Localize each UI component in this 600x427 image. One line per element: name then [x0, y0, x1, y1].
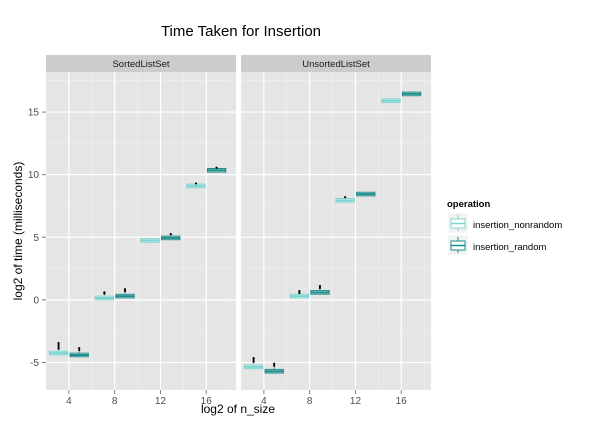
panel-marks-unsorted — [243, 91, 422, 374]
panel-grid-unsorted — [240, 72, 431, 390]
y-tick-label: -5 — [30, 358, 39, 369]
y-tick-label: 5 — [33, 233, 39, 244]
y-axis: -5 0 5 10 15 — [28, 108, 46, 369]
panel-background-sorted — [46, 72, 236, 390]
y-axis-title: log2 of time (milliseconds) — [11, 162, 25, 301]
outlier-point — [273, 364, 276, 367]
panel-sorted: SortedListSet — [45, 55, 236, 390]
outlier-point — [318, 286, 322, 290]
panel-strip-label-unsorted: UnsortedListSet — [302, 59, 370, 70]
panel-unsorted: UnsortedListSet — [240, 55, 431, 390]
outlier-point — [78, 348, 81, 352]
x-tick-label: 8 — [112, 396, 118, 407]
y-tick-label: 10 — [28, 170, 40, 181]
outlier-point — [57, 347, 60, 350]
x-tick-label: 12 — [155, 396, 167, 407]
outlier-point — [123, 288, 127, 291]
x-tick-label: 4 — [261, 396, 267, 407]
x-tick-label: 4 — [66, 396, 72, 407]
outlier-point — [298, 291, 301, 295]
x-axis-title: log2 of n_size — [201, 402, 275, 416]
x-tick-label: 12 — [350, 396, 362, 407]
legend-keys — [447, 212, 469, 256]
legend-label-nonrandom: insertion_nonrandom — [473, 220, 562, 231]
outlier-point — [103, 291, 106, 294]
y-tick-label: 0 — [33, 295, 39, 306]
panel-background-unsorted — [241, 72, 431, 390]
panel-grid-sorted — [45, 72, 236, 390]
legend-title: operation — [447, 199, 490, 210]
outlier-point — [252, 360, 255, 363]
outlier-point — [194, 182, 198, 185]
outlier-point — [252, 358, 255, 362]
legend: operation insertion_nonrandom insertion_… — [447, 199, 562, 256]
outlier-point — [215, 166, 218, 169]
panel-marks-sorted — [48, 166, 227, 358]
outlier-point — [344, 196, 347, 199]
x-tick-label: 16 — [396, 396, 408, 407]
panel-strip-label-sorted: SortedListSet — [112, 59, 169, 70]
x-axis: 4 8 12 16 4 8 12 16 — [66, 390, 407, 407]
outlier-point — [123, 289, 127, 293]
outlier-point — [57, 343, 60, 347]
panel-strip-unsorted — [241, 55, 431, 72]
x-tick-label: 8 — [307, 396, 313, 407]
legend-label-random: insertion_random — [473, 242, 546, 253]
outlier-point — [298, 289, 301, 293]
outlier-point — [78, 346, 81, 350]
outlier-point — [169, 233, 172, 236]
outlier-point — [57, 341, 60, 345]
x-tick-label: 16 — [201, 396, 213, 407]
outlier-point — [318, 284, 322, 288]
panel-strip-sorted — [46, 55, 236, 72]
outlier-point — [273, 362, 276, 365]
outlier-point — [252, 356, 255, 360]
y-tick-label: 15 — [28, 108, 40, 119]
chart-title: Time Taken for Insertion — [161, 23, 321, 40]
outlier-point — [57, 345, 60, 348]
